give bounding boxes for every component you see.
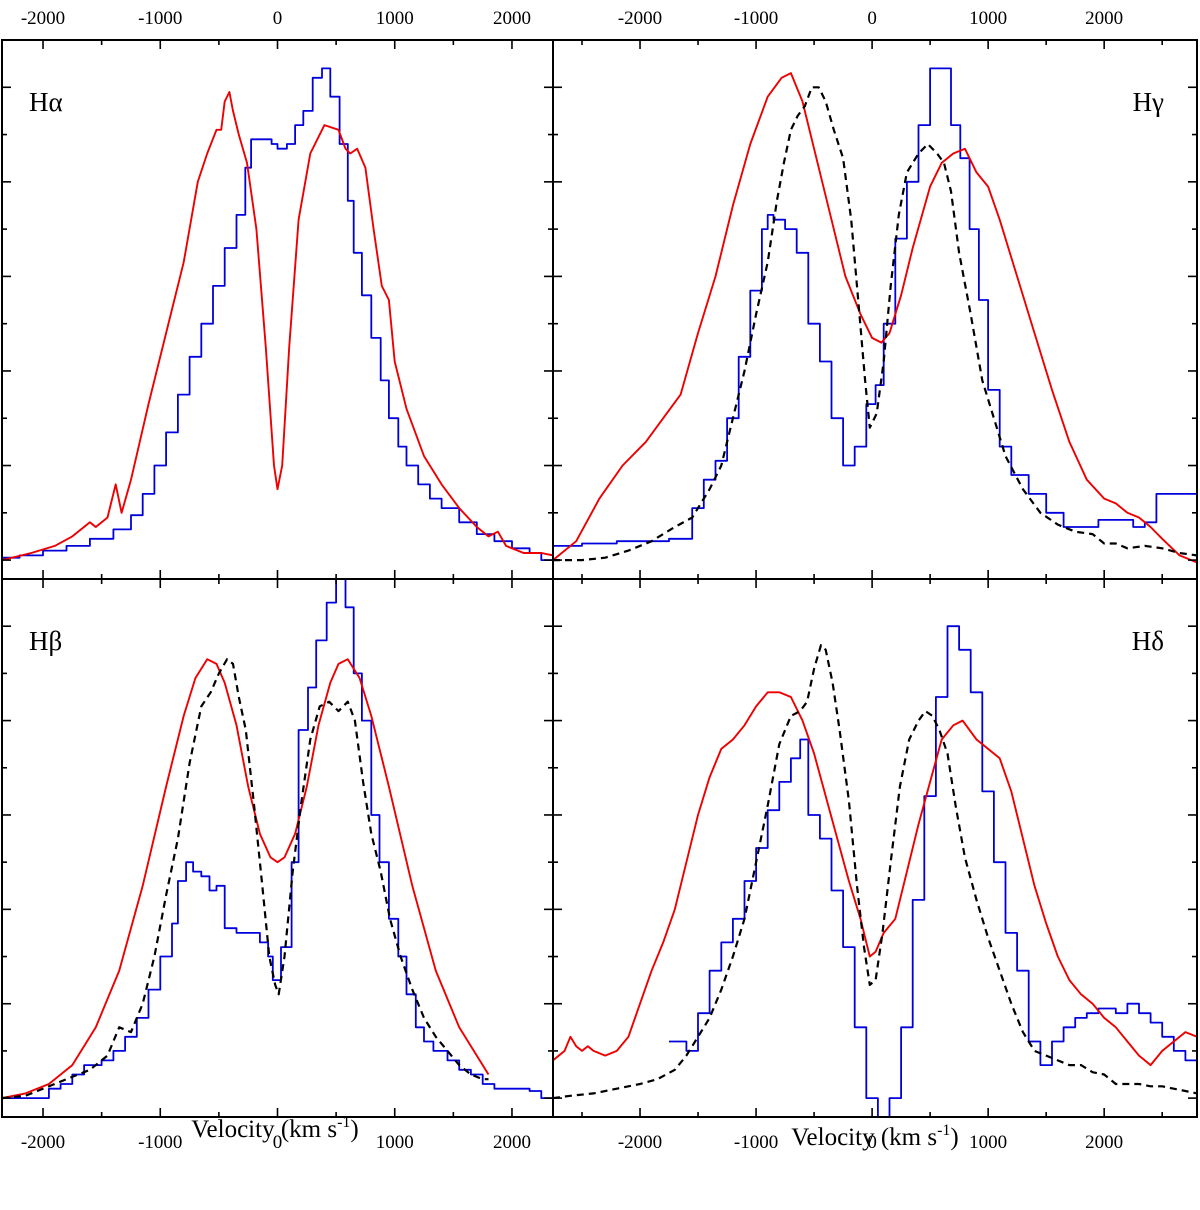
hbeta-frame bbox=[1, 578, 554, 1118]
halpha-observed-line bbox=[2, 67, 553, 565]
hdelta-panel-label: Hδ bbox=[1132, 626, 1164, 656]
halpha-top-tick-label: 0 bbox=[273, 8, 283, 29]
halpha-top-tick-label: 1000 bbox=[376, 8, 414, 29]
hbeta-bottom-tick-label: 2000 bbox=[493, 1132, 531, 1153]
hdelta-observed-line bbox=[669, 625, 1197, 1117]
hgamma-top-tick-label: -2000 bbox=[618, 8, 662, 29]
panel-halpha: -2000 -1000 0 1000 2000 Hα bbox=[1, 8, 554, 580]
hgamma-top-tick-label: 1000 bbox=[969, 8, 1007, 29]
hdelta-model-line bbox=[553, 691, 1197, 1067]
svg-text:Velocity (km s-1): Velocity (km s-1) bbox=[791, 1122, 958, 1151]
hgamma-top-tick-label: -1000 bbox=[734, 8, 778, 29]
panels-layer: -2000 -1000 0 1000 2000 Hα -2000 -1000 0 1000 2000… bbox=[1, 8, 1198, 1153]
hdelta-bottom-tick-label: -1000 bbox=[734, 1132, 778, 1153]
x-axis-label-left: Velocity (km s-1) bbox=[191, 1114, 358, 1143]
hgamma-top-tick-label: 0 bbox=[867, 8, 877, 29]
hgamma-panel-label: Hγ bbox=[1133, 87, 1164, 117]
halpha-panel-label: Hα bbox=[29, 87, 63, 117]
hgamma-frame bbox=[552, 39, 1198, 580]
hdelta-comparison-line bbox=[553, 644, 1197, 1100]
hbeta-model-line bbox=[2, 658, 490, 1100]
hdelta-bottom-tick-label: -2000 bbox=[618, 1132, 662, 1153]
hdelta-bottom-tick-label: 1000 bbox=[969, 1132, 1007, 1153]
hgamma-observed-line bbox=[553, 67, 1197, 547]
hbeta-bottom-tick-label: 0 bbox=[273, 1132, 283, 1153]
hbeta-panel-label: Hβ bbox=[29, 626, 62, 656]
x-axis-label-right: Velocity (km s-1) bbox=[791, 1122, 958, 1151]
hbeta-bottom-tick-label: -1000 bbox=[138, 1132, 182, 1153]
svg-text:Velocity (km s-1): Velocity (km s-1) bbox=[191, 1114, 358, 1143]
hgamma-comparison-line bbox=[553, 86, 1197, 562]
hbeta-bottom-tick-label: -2000 bbox=[21, 1132, 65, 1153]
panel-hgamma: -2000 -1000 0 1000 2000 Hγ bbox=[552, 8, 1198, 580]
hgamma-model-line bbox=[553, 72, 1197, 564]
halpha-top-tick-label: -1000 bbox=[138, 8, 182, 29]
halpha-top-tick-label: -2000 bbox=[21, 8, 65, 29]
halpha-frame bbox=[1, 39, 554, 580]
halpha-model-line bbox=[2, 91, 553, 562]
halpha-top-tick-label: 2000 bbox=[493, 8, 531, 29]
hbeta-bottom-tick-label: 1000 bbox=[376, 1132, 414, 1153]
hbeta-observed-line bbox=[2, 579, 553, 1099]
panel-hbeta: -2000 -1000 0 1000 2000 Hβ bbox=[1, 578, 554, 1153]
hdelta-bottom-tick-label: 0 bbox=[867, 1132, 877, 1153]
hdelta-frame bbox=[552, 578, 1198, 1118]
hbeta-comparison-line bbox=[2, 658, 489, 1100]
hgamma-top-tick-label: 2000 bbox=[1085, 8, 1123, 29]
hdelta-bottom-tick-label: 2000 bbox=[1085, 1132, 1123, 1153]
panel-hdelta: -2000 -1000 0 1000 2000 Hδ bbox=[552, 578, 1198, 1153]
